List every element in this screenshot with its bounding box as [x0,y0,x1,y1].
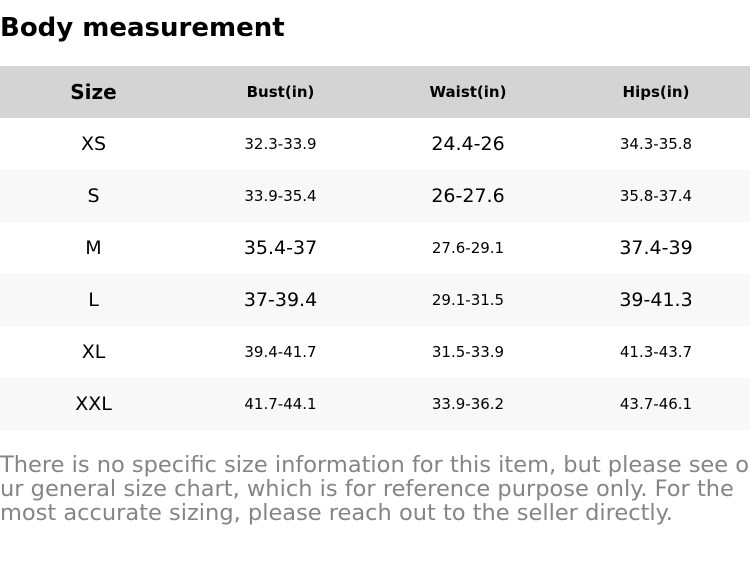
cell-bust: 35.4-37 [243,237,318,259]
table-row: XXL 41.7-44.1 33.9-36.2 43.7-46.1 [0,378,750,430]
cell-waist: 33.9-36.2 [431,395,505,413]
cell-bust: 33.9-35.4 [244,187,317,205]
cell-waist: 26-27.6 [431,185,505,207]
page-title: Body measurement [0,13,285,43]
table-row: XS 32.3-33.9 24.4-26 34.3-35.8 [0,118,750,170]
header-hips: Hips(in) [622,83,690,101]
cell-hips: 37.4-39 [619,237,693,259]
cell-waist: 24.4-26 [431,133,505,155]
cell-waist: 29.1-31.5 [431,291,505,309]
cell-size: XL [81,341,106,363]
cell-bust: 39.4-41.7 [244,343,317,361]
cell-hips: 43.7-46.1 [619,395,693,413]
header-bust: Bust(in) [246,83,315,101]
cell-waist: 31.5-33.9 [431,343,505,361]
cell-hips: 39-41.3 [619,289,693,311]
cell-size: XS [80,133,107,155]
cell-bust: 41.7-44.1 [244,395,317,413]
table-row: M 35.4-37 27.6-29.1 37.4-39 [0,222,750,274]
cell-size: S [87,185,100,207]
table-row: L 37-39.4 29.1-31.5 39-41.3 [0,274,750,326]
cell-bust: 32.3-33.9 [244,135,317,153]
cell-size: XXL [75,393,112,415]
header-waist: Waist(in) [429,83,507,101]
cell-waist: 27.6-29.1 [431,239,505,257]
cell-hips: 34.3-35.8 [619,135,693,153]
header-size: Size [70,80,117,104]
table-row: XL 39.4-41.7 31.5-33.9 41.3-43.7 [0,326,750,378]
cell-size: L [88,289,99,311]
cell-hips: 35.8-37.4 [619,187,693,205]
table-row: S 33.9-35.4 26-27.6 35.8-37.4 [0,170,750,222]
size-disclaimer-note: There is no specific size information fo… [0,452,750,526]
table-header-row: Size Bust(in) Waist(in) Hips(in) [0,66,750,118]
cell-bust: 37-39.4 [243,289,318,311]
cell-size: M [85,237,102,259]
cell-hips: 41.3-43.7 [619,343,693,361]
size-chart-table: Size Bust(in) Waist(in) Hips(in) XS 32.3… [0,66,750,430]
